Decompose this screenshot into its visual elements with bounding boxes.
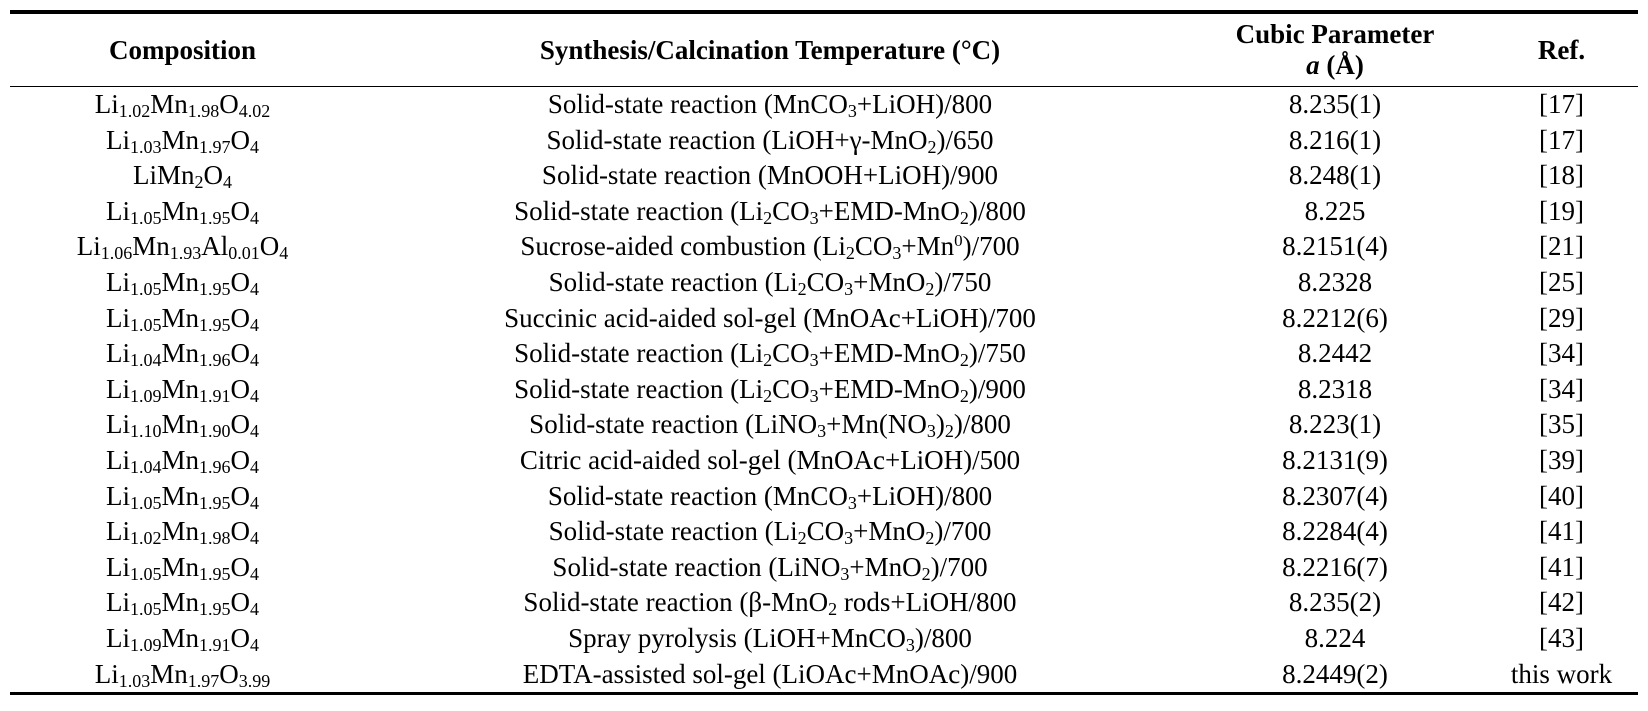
table-row: Li1.05Mn1.95O4 Solid-state reaction (β-Mn… bbox=[10, 585, 1638, 621]
table-row: Li1.10Mn1.90O4 Solid-state reaction (LiNO… bbox=[10, 407, 1638, 443]
cell-ref: this work bbox=[1510, 658, 1613, 689]
cell-cubic-parameter: 8.2151(4) bbox=[1282, 231, 1388, 262]
cell-composition: Li1.04Mn1.96O4 bbox=[105, 338, 259, 371]
cell-composition: Li1.02Mn1.98O4.02 bbox=[94, 89, 271, 121]
cell-ref: [17] bbox=[1539, 124, 1584, 155]
cell-cubic-parameter: 8.2318 bbox=[1297, 373, 1373, 404]
cell-ref: [18] bbox=[1539, 160, 1584, 191]
table-row: Li1.06Mn1.93Al0.01O4 Sucrose-aided combus… bbox=[10, 229, 1638, 265]
cell-synthesis: Solid-state reaction (LiNO3+Mn(NO3)2)/80… bbox=[529, 409, 1011, 442]
cell-synthesis: Spray pyrolysis (LiOH+MnCO3)/800 bbox=[568, 622, 972, 655]
cell-composition: Li1.05Mn1.95O4 bbox=[105, 302, 259, 335]
cell-ref: [40] bbox=[1539, 480, 1584, 511]
cell-ref: [41] bbox=[1539, 516, 1584, 547]
table-row: Li1.09Mn1.91O4 Spray pyrolysis (LiOH+MnCO… bbox=[10, 621, 1638, 657]
table-body: Li1.02Mn1.98O4.02 Solid-state reaction (M… bbox=[10, 87, 1638, 692]
cell-ref: [39] bbox=[1539, 444, 1584, 475]
table-row: Li1.03Mn1.97O4 Solid-state reaction (LiOH… bbox=[10, 123, 1638, 159]
cell-ref: [34] bbox=[1539, 338, 1584, 369]
cell-cubic-parameter: 8.2284(4) bbox=[1282, 516, 1388, 547]
cell-composition: Li1.05Mn1.95O4 bbox=[105, 551, 259, 584]
table-row: Li1.05Mn1.95O4 Solid-state reaction (LiNO… bbox=[10, 550, 1638, 586]
cell-synthesis: Solid-state reaction (Li2CO3+MnO2)/700 bbox=[548, 516, 992, 549]
table-row: Li1.02Mn1.98O4 Solid-state reaction (Li2C… bbox=[10, 514, 1638, 550]
cell-composition: Li1.09Mn1.91O4 bbox=[105, 373, 259, 406]
header-cubic-line1: Cubic Parameter bbox=[1235, 19, 1435, 49]
cell-composition: Li1.04Mn1.96O4 bbox=[105, 444, 259, 477]
header-cubic-parameter: Cubic Parameter a (Å) bbox=[1185, 14, 1485, 86]
cell-ref: [29] bbox=[1539, 302, 1584, 333]
header-composition: Composition bbox=[108, 34, 257, 65]
cell-synthesis: EDTA-assisted sol-gel (LiOAc+MnOAc)/900 bbox=[522, 658, 1018, 689]
cell-composition: Li1.05Mn1.95O4 bbox=[105, 195, 259, 228]
cell-cubic-parameter: 8.216(1) bbox=[1288, 124, 1382, 155]
cell-composition: Li1.05Mn1.95O4 bbox=[105, 266, 259, 299]
table-top-rule bbox=[10, 10, 1638, 14]
header-ref: Ref. bbox=[1537, 34, 1586, 65]
header-cubic-line2: a (Å) bbox=[1185, 50, 1485, 81]
cell-ref: [25] bbox=[1539, 266, 1584, 297]
table-row: Li1.05Mn1.95O4 Solid-state reaction (MnCO… bbox=[10, 479, 1638, 515]
cell-cubic-parameter: 8.235(1) bbox=[1288, 89, 1382, 119]
cell-synthesis: Solid-state reaction (MnOOH+LiOH)/900 bbox=[541, 160, 999, 191]
cell-cubic-parameter: 8.2307(4) bbox=[1282, 480, 1388, 511]
cell-composition: Li1.05Mn1.95O4 bbox=[105, 480, 259, 513]
cell-synthesis: Solid-state reaction (Li2CO3+EMD-MnO2)/8… bbox=[514, 195, 1026, 228]
cell-composition: Li1.06Mn1.93Al0.01O4 bbox=[76, 231, 289, 264]
table-header-row: Composition Synthesis/Calcination Temper… bbox=[10, 14, 1638, 86]
cell-cubic-parameter: 8.223(1) bbox=[1288, 409, 1382, 440]
cell-ref: [21] bbox=[1539, 231, 1584, 262]
cell-composition: Li1.03Mn1.97O3.99 bbox=[94, 658, 271, 691]
header-cubic-symbol: a bbox=[1306, 50, 1320, 80]
cell-cubic-parameter: 8.2212(6) bbox=[1282, 302, 1388, 333]
cell-composition: Li1.09Mn1.91O4 bbox=[105, 622, 259, 655]
table-row: Li1.09Mn1.91O4 Solid-state reaction (Li2C… bbox=[10, 372, 1638, 408]
cell-ref: [41] bbox=[1539, 551, 1584, 582]
cell-cubic-parameter: 8.2131(9) bbox=[1282, 444, 1388, 475]
table-row: Li1.02Mn1.98O4.02 Solid-state reaction (M… bbox=[10, 87, 1638, 123]
cell-synthesis: Solid-state reaction (LiNO3+MnO2)/700 bbox=[552, 551, 988, 584]
table-bottom-rule bbox=[10, 692, 1638, 696]
cell-synthesis: Solid-state reaction (Li2CO3+EMD-MnO2)/9… bbox=[514, 373, 1026, 406]
cell-composition: Li1.05Mn1.95O4 bbox=[105, 587, 259, 620]
cell-ref: [42] bbox=[1539, 587, 1584, 618]
cell-synthesis: Solid-state reaction (MnCO3+LiOH)/800 bbox=[547, 89, 993, 121]
cell-composition: Li1.10Mn1.90O4 bbox=[105, 409, 259, 442]
cell-ref: [35] bbox=[1539, 409, 1584, 440]
cell-composition: Li1.03Mn1.97O4 bbox=[105, 124, 259, 157]
cell-ref: [34] bbox=[1539, 373, 1584, 404]
cell-synthesis: Sucrose-aided combustion (Li2CO3+Mn0)/70… bbox=[520, 231, 1020, 264]
table-row: Li1.05Mn1.95O4 Succinic acid-aided sol-ge… bbox=[10, 301, 1638, 337]
cell-ref: [17] bbox=[1539, 89, 1584, 119]
table-row: Li1.05Mn1.95O4 Solid-state reaction (Li2C… bbox=[10, 194, 1638, 230]
header-synthesis: Synthesis/Calcination Temperature (°C) bbox=[539, 34, 1001, 65]
cell-cubic-parameter: 8.225 bbox=[1304, 195, 1366, 226]
table-row: Li1.04Mn1.96O4 Solid-state reaction (Li2C… bbox=[10, 336, 1638, 372]
cell-cubic-parameter: 8.248(1) bbox=[1288, 160, 1382, 191]
cell-composition: Li1.02Mn1.98O4 bbox=[105, 516, 259, 549]
cell-synthesis: Solid-state reaction (MnCO3+LiOH)/800 bbox=[547, 480, 993, 513]
cell-cubic-parameter: 8.2442 bbox=[1297, 338, 1373, 369]
cell-synthesis: Solid-state reaction (β-MnO2 rods+LiOH/8… bbox=[523, 587, 1017, 620]
cell-synthesis: Solid-state reaction (Li2CO3+MnO2)/750 bbox=[548, 266, 992, 299]
cell-synthesis: Succinic acid-aided sol-gel (MnOAc+LiOH)… bbox=[504, 302, 1036, 333]
cell-synthesis: Solid-state reaction (LiOH+γ-MnO2)/650 bbox=[546, 124, 994, 157]
table-row: LiMn2O4 Solid-state reaction (MnOOH+LiOH)… bbox=[10, 158, 1638, 194]
table-row: Li1.03Mn1.97O3.99 EDTA-assisted sol-gel (… bbox=[10, 657, 1638, 693]
lithium-manganese-oxide-table: Composition Synthesis/Calcination Temper… bbox=[10, 10, 1638, 696]
cell-synthesis: Solid-state reaction (Li2CO3+EMD-MnO2)/7… bbox=[514, 338, 1026, 371]
cell-cubic-parameter: 8.235(2) bbox=[1288, 587, 1382, 618]
cell-cubic-parameter: 8.2449(2) bbox=[1282, 658, 1388, 689]
cell-ref: [19] bbox=[1539, 195, 1584, 226]
cell-synthesis: Citric acid-aided sol-gel (MnOAc+LiOH)/5… bbox=[519, 444, 1021, 475]
cell-ref: [43] bbox=[1539, 622, 1584, 653]
table-row: Li1.05Mn1.95O4 Solid-state reaction (Li2C… bbox=[10, 265, 1638, 301]
cell-cubic-parameter: 8.224 bbox=[1304, 622, 1366, 653]
table-header-rule bbox=[10, 86, 1638, 87]
table-row: Li1.04Mn1.96O4 Citric acid-aided sol-gel … bbox=[10, 443, 1638, 479]
cell-composition: LiMn2O4 bbox=[132, 160, 232, 193]
cell-cubic-parameter: 8.2216(7) bbox=[1282, 551, 1388, 582]
header-cubic-unit: (Å) bbox=[1319, 50, 1364, 80]
cell-cubic-parameter: 8.2328 bbox=[1297, 266, 1373, 297]
